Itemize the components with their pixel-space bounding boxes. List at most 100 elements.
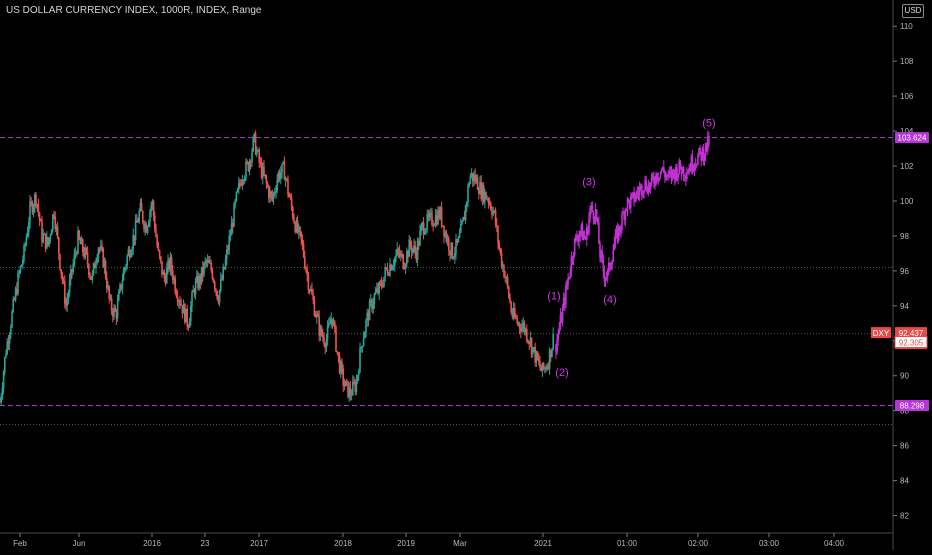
candle-body: [169, 256, 172, 270]
candle-body: [398, 251, 401, 257]
x-tick-label: 23: [201, 539, 210, 548]
candle-body: [14, 288, 17, 300]
candle-body: [215, 288, 217, 292]
candle-body: [170, 256, 173, 271]
candle-body: [577, 239, 579, 242]
candle-body: [203, 263, 205, 275]
candle-body: [702, 148, 705, 162]
candle-body: [96, 257, 98, 263]
candle-body: [664, 172, 666, 178]
candle-body: [390, 264, 392, 271]
x-tick-label: 2017: [250, 539, 268, 548]
candle-body: [124, 268, 126, 271]
candle-body: [528, 342, 530, 344]
candle-body: [535, 351, 538, 363]
candle-body: [50, 230, 53, 236]
candle-body: [472, 173, 474, 182]
candle-body: [365, 320, 367, 333]
candle-body: [633, 192, 635, 202]
candle-body: [584, 237, 587, 240]
candle-body: [479, 181, 481, 194]
candle-body: [53, 214, 55, 217]
candle-body: [663, 166, 665, 173]
candle-body: [284, 178, 287, 181]
candle-body: [60, 269, 62, 275]
candle-body: [344, 380, 347, 387]
y-tick-label: 102: [900, 162, 914, 171]
candle-body: [408, 239, 410, 257]
candle-body: [484, 191, 486, 203]
candle-body: [184, 304, 186, 323]
candle-body: [283, 161, 286, 181]
candle-body: [262, 166, 264, 178]
candle-body: [115, 311, 118, 319]
candle-body: [690, 156, 693, 171]
candle-body: [645, 180, 647, 190]
candle-body: [172, 270, 174, 281]
candle-body: [679, 160, 682, 169]
y-tick-label: 94: [900, 302, 909, 311]
candle-body: [52, 214, 54, 231]
candle-body: [22, 260, 24, 265]
levels-layer: [0, 137, 893, 426]
candle-body: [55, 226, 58, 229]
candle-body: [452, 257, 455, 259]
candle-body: [325, 339, 328, 349]
candle-body: [341, 362, 343, 369]
candle-body: [576, 235, 578, 240]
candle-body: [204, 260, 206, 264]
candle-body: [683, 176, 686, 178]
candle-body: [161, 261, 163, 275]
candle-body: [275, 190, 277, 193]
candle-body: [545, 367, 547, 370]
candle-body: [76, 252, 78, 254]
candle-body: [391, 266, 394, 271]
candle-body: [413, 245, 415, 250]
candle-body: [571, 256, 574, 260]
candle-body: [630, 196, 632, 208]
candle-body: [557, 333, 559, 340]
candle-body: [367, 312, 370, 321]
candle-body: [263, 166, 265, 175]
candle-body: [336, 351, 338, 353]
candle-body: [190, 305, 192, 322]
candle-body: [599, 243, 601, 258]
candle-body: [385, 267, 388, 269]
candle-body: [653, 177, 655, 183]
candle-body: [306, 270, 308, 275]
candle-body: [383, 277, 385, 287]
candle-body: [164, 278, 167, 284]
candle-body: [265, 176, 268, 184]
candle-body: [180, 304, 182, 306]
candle-body: [581, 224, 584, 241]
candle-body: [67, 293, 70, 300]
candle-body: [355, 380, 358, 392]
candle-body: [631, 193, 633, 197]
candle-body: [44, 233, 47, 249]
candle-body: [100, 246, 102, 250]
candle-body: [311, 289, 313, 295]
candle-body: [127, 249, 130, 256]
candle-body: [29, 201, 31, 223]
candle-body: [434, 215, 437, 225]
candle-body: [689, 167, 691, 171]
candle-body: [108, 286, 110, 299]
candle-body: [608, 262, 610, 270]
candle-body: [529, 338, 532, 344]
candle-body: [514, 308, 516, 318]
candle-body: [674, 172, 676, 181]
candle-body: [691, 156, 694, 170]
candle-body: [234, 200, 236, 205]
candle-body: [196, 276, 198, 282]
candle-body: [455, 239, 457, 254]
candle-body: [104, 261, 107, 278]
candle-body: [210, 262, 212, 271]
candle-body: [125, 265, 127, 269]
candle-body: [20, 264, 23, 267]
candle-body: [37, 204, 40, 213]
candle-body: [382, 286, 384, 288]
candle-body: [301, 239, 304, 244]
currency-badge[interactable]: USD: [902, 4, 924, 18]
candle-body: [440, 207, 443, 226]
